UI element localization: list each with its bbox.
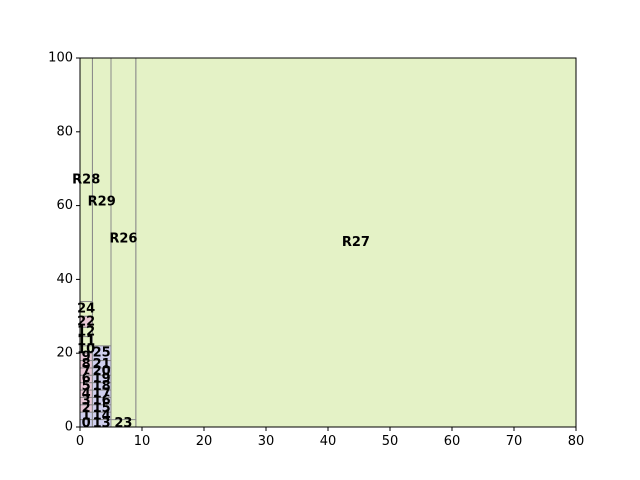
x-tick-label: 60 — [444, 434, 461, 449]
rect-label-12: 12 — [77, 324, 95, 339]
rect-label-2: 2 — [82, 401, 91, 416]
rect-label-0: 0 — [82, 416, 91, 431]
x-tick-label: 40 — [320, 434, 337, 449]
rect-label-R28: R28 — [72, 172, 100, 187]
x-tick-label: 70 — [506, 434, 523, 449]
rect-label-15: 15 — [93, 401, 111, 416]
rect-label-13: 13 — [93, 416, 111, 431]
rect-label-6: 6 — [82, 372, 91, 387]
rectangle-labels-layer: R27R26R29R282422121110987654321025212019… — [72, 172, 370, 431]
rect-label-4: 4 — [82, 386, 91, 401]
rect-label-25: 25 — [93, 346, 111, 361]
y-tick-label: 0 — [65, 420, 73, 435]
rect-label-14: 14 — [93, 408, 111, 423]
rect-label-3: 3 — [82, 394, 91, 409]
y-axis: 0 20 40 60 80 100 — [48, 51, 80, 435]
y-tick-label: 20 — [56, 346, 73, 361]
rect-label-R27: R27 — [342, 235, 370, 250]
rect-label-21: 21 — [93, 357, 111, 372]
rect-label-24: 24 — [77, 301, 95, 316]
rect-label-22: 22 — [77, 314, 95, 329]
x-tick-label: 20 — [196, 434, 213, 449]
y-tick-label: 40 — [56, 272, 73, 287]
x-tick-label: 10 — [134, 434, 151, 449]
treemap-rect-R27 — [135, 57, 577, 428]
rect-label-7: 7 — [82, 364, 91, 379]
rect-label-8: 8 — [82, 357, 91, 372]
x-axis: 0 10 20 30 40 50 60 70 80 — [76, 427, 584, 449]
y-tick-label: 60 — [56, 198, 73, 213]
rect-label-9: 9 — [82, 349, 91, 364]
rect-label-19: 19 — [93, 372, 111, 387]
x-tick-label: 30 — [258, 434, 275, 449]
rect-label-11: 11 — [77, 334, 95, 349]
rect-label-R29: R29 — [88, 194, 116, 209]
rect-label-5: 5 — [82, 379, 91, 394]
rect-label-17: 17 — [93, 386, 111, 401]
rectangles-layer — [79, 57, 577, 428]
rect-label-1: 1 — [82, 408, 91, 423]
x-tick-label: 80 — [568, 434, 585, 449]
x-tick-label: 50 — [382, 434, 399, 449]
x-tick-label: 0 — [76, 434, 84, 449]
rect-label-10: 10 — [77, 342, 95, 357]
y-tick-label: 100 — [48, 51, 73, 66]
rect-label-16: 16 — [93, 394, 111, 409]
rect-label-20: 20 — [93, 364, 111, 379]
y-tick-label: 80 — [56, 124, 73, 139]
rect-label-23: 23 — [114, 416, 132, 431]
rect-label-18: 18 — [93, 379, 111, 394]
rect-label-R26: R26 — [109, 231, 137, 246]
